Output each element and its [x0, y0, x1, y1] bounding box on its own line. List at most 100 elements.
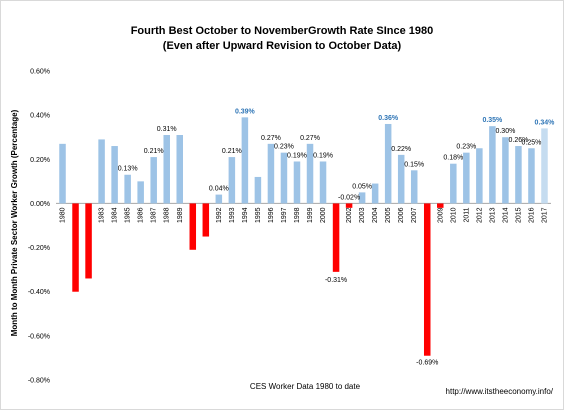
x-tick-label: 1999 [307, 207, 314, 223]
source-note: http://www.itstheeconomy.info/ [446, 387, 554, 396]
bar-2001 [332, 203, 340, 272]
data-label: 0.27% [261, 135, 281, 142]
data-label: 0.23% [274, 144, 294, 151]
x-tick-label: 1985 [125, 207, 132, 223]
data-label: 0.26% [509, 137, 529, 144]
bar-1990 [189, 203, 197, 250]
data-label: 0.22% [391, 146, 411, 153]
bar-1985 [124, 174, 131, 204]
bar-1991 [202, 203, 210, 237]
y-tick-label: -0.20% [28, 245, 50, 252]
data-label: 0.34% [535, 119, 556, 126]
x-tick-label: 2016 [528, 207, 535, 223]
x-tick-label: 1997 [281, 207, 288, 223]
bar-1980 [59, 143, 66, 204]
data-label: 0.31% [157, 126, 177, 133]
y-tick-label: -0.40% [28, 289, 50, 296]
bar-2006 [397, 154, 405, 204]
bar-2016 [528, 148, 535, 204]
bar-2005 [384, 123, 392, 204]
x-tick-label: 2007 [411, 207, 418, 223]
x-tick-label: 1993 [229, 207, 236, 223]
bar-2013 [489, 126, 496, 204]
data-label: 0.30% [495, 128, 515, 135]
x-tick-label: 1996 [268, 207, 275, 223]
bar-2000 [319, 161, 327, 204]
x-tick-label: 2012 [476, 207, 483, 223]
x-tick-label: 2011 [463, 207, 470, 222]
x-tick-label: 1984 [112, 207, 119, 223]
data-label: 0.05% [352, 183, 372, 190]
y-tick-label: -0.80% [28, 378, 50, 385]
y-tick-label: 0.60% [30, 69, 50, 76]
data-label: 0.35% [482, 117, 503, 124]
x-tick-label: 1986 [138, 207, 145, 223]
bar-2014 [502, 137, 509, 204]
x-tick-label: 2017 [541, 207, 548, 223]
data-label: -0.02% [338, 194, 360, 201]
data-label: 0.13% [118, 166, 138, 173]
bar-2008 [423, 203, 431, 356]
bar-1999 [306, 143, 314, 204]
bar-1982 [85, 203, 92, 279]
data-label: 0.21% [144, 148, 164, 155]
bar-1993 [228, 157, 236, 204]
y-tick-label: 0.40% [30, 113, 50, 120]
bar-2002 [345, 203, 353, 208]
x-axis-label: CES Worker Data 1980 to date [250, 382, 361, 391]
x-tick-label: 1995 [255, 207, 262, 223]
data-label: -0.69% [416, 360, 438, 367]
data-label: 0.39% [235, 108, 256, 115]
x-tick-label: 2000 [320, 207, 327, 223]
x-tick-label: 1987 [151, 207, 158, 223]
bar-2004 [371, 183, 379, 204]
data-labels: 0.13% 0.21% 0.31% 0.04% 0.21% 0.39% 0.27% 0.23%… [118, 108, 555, 366]
y-tick-label: 0.00% [30, 201, 50, 208]
bar-2012 [476, 148, 483, 204]
y-tick-label: 0.20% [30, 157, 50, 164]
bar-2003 [358, 192, 366, 204]
chart-title: Fourth Best October to NovemberGrowth Ra… [131, 25, 434, 37]
x-tick-label: 1989 [177, 207, 184, 223]
bar-2011 [463, 152, 470, 204]
y-axis-label: Month to Month Private Sector Worker Gro… [10, 109, 19, 336]
bar-1981 [72, 203, 79, 292]
bar-1989 [176, 135, 183, 204]
x-tick-label: 1983 [99, 207, 106, 223]
x-tick-label: 2015 [515, 207, 522, 223]
x-tick-label: 1994 [242, 207, 249, 223]
y-tick-label: -0.60% [28, 333, 50, 340]
bar-1987 [150, 157, 157, 204]
x-tick-label: 1988 [164, 207, 171, 223]
bar-2009 [437, 203, 444, 208]
data-label: 0.27% [300, 135, 320, 142]
x-tick-label: 2006 [398, 207, 405, 223]
bar-1983 [98, 139, 105, 204]
chart-subtitle: (Even after Upward Revision to October D… [163, 40, 402, 52]
x-tick-label: 1992 [216, 207, 223, 223]
bar-1997 [280, 152, 288, 204]
data-label: 0.36% [378, 115, 399, 122]
bar-1992 [215, 194, 223, 204]
data-label: 0.19% [287, 152, 307, 159]
bar-1995 [254, 176, 262, 204]
data-label: 0.19% [313, 152, 333, 159]
x-tick-label: 1980 [60, 207, 67, 223]
x-tick-label: 1998 [294, 207, 301, 223]
axes: 0.60% 0.40% 0.20% 0.00% -0.20% -0.40% -0.60% -0… [28, 69, 551, 385]
data-label: 0.18% [443, 155, 463, 162]
x-tick-label: 2010 [450, 207, 457, 223]
bar-1988 [163, 135, 170, 204]
bars [59, 117, 548, 356]
bar-1984 [111, 146, 118, 204]
bar-2010 [450, 163, 457, 204]
data-label: -0.31% [325, 277, 347, 284]
bar-1986 [137, 181, 144, 204]
bar-1996 [267, 143, 275, 204]
x-tick-label: 2013 [489, 207, 496, 223]
data-label: 0.04% [209, 186, 229, 193]
x-tick-label: 2014 [502, 207, 509, 223]
data-label: 0.21% [222, 148, 242, 155]
